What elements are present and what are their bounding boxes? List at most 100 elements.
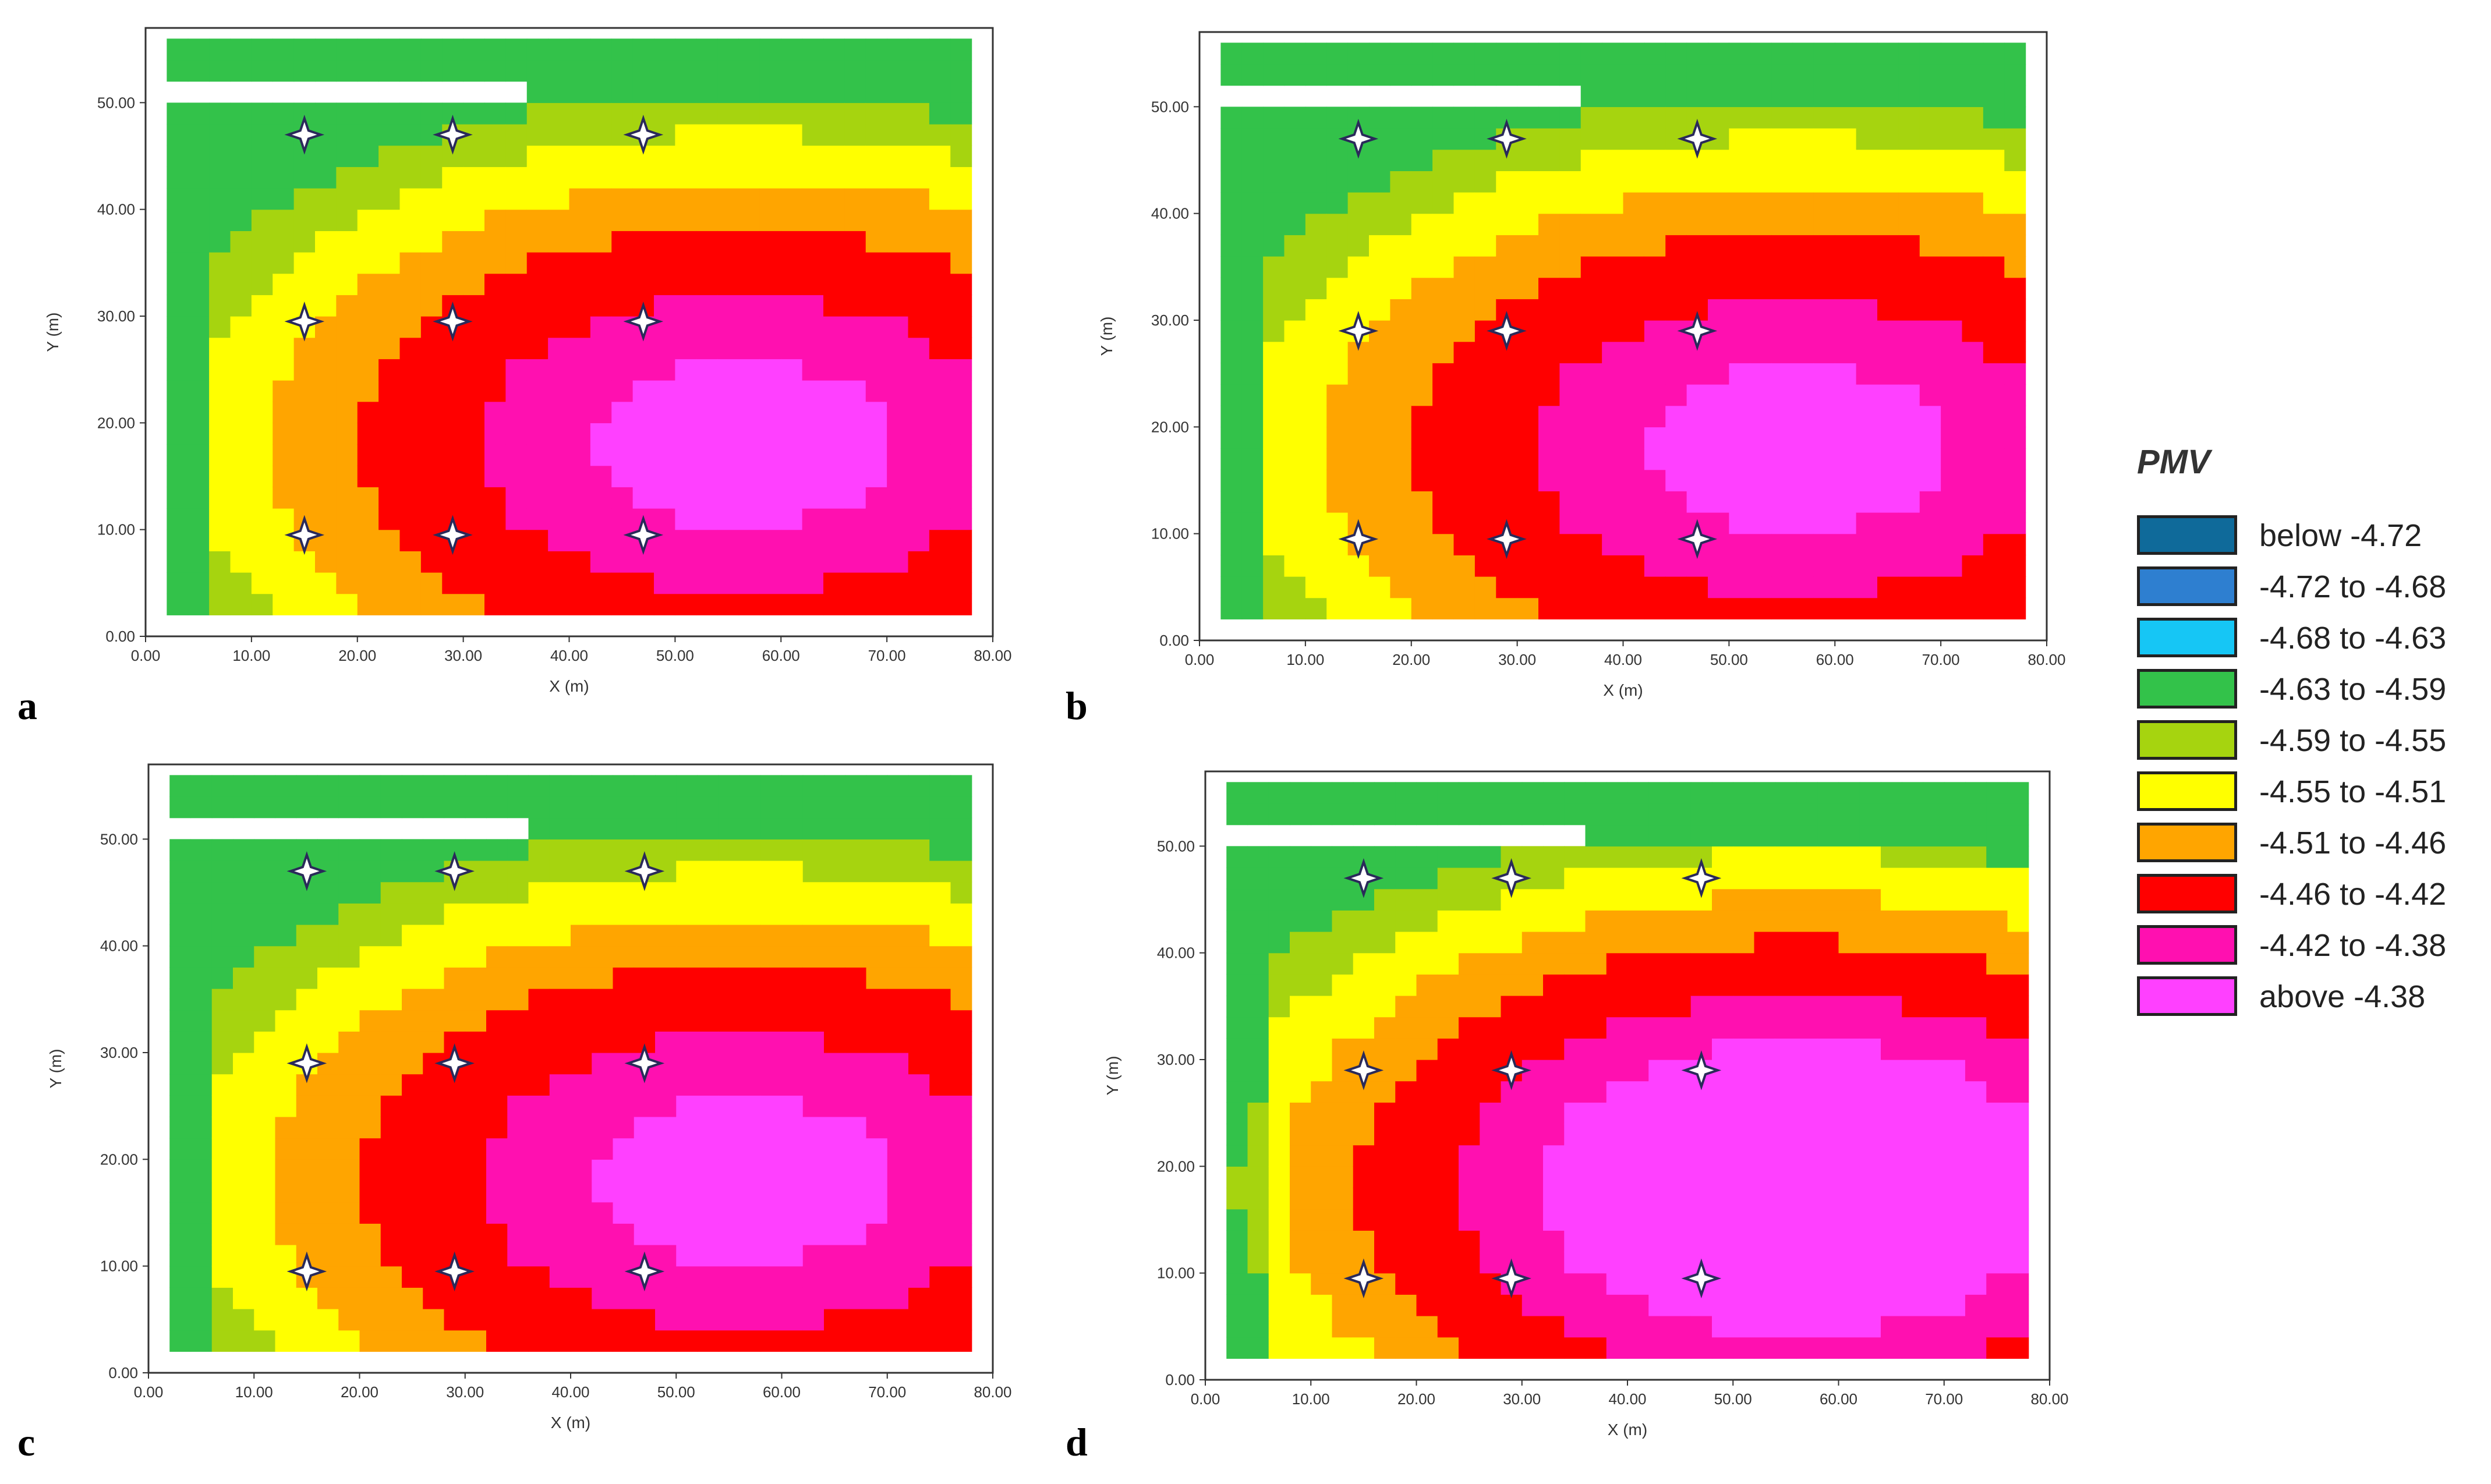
heatmap-cell [1284, 469, 1306, 491]
heatmap-cell [2007, 824, 2029, 847]
heatmap-cell [1580, 320, 1602, 342]
heatmap-cell [528, 989, 550, 1011]
heatmap-cell [484, 487, 506, 509]
sensor-marker [284, 515, 325, 555]
heatmap-cell [1627, 1337, 1649, 1359]
heatmap-cell [696, 444, 718, 466]
heatmap-cell [357, 124, 379, 146]
heatmap-cell [1729, 128, 1751, 150]
heatmap-cell [1268, 846, 1290, 868]
heatmap-cell [908, 273, 930, 295]
heatmap-cell [211, 1074, 233, 1096]
heatmap-cell [230, 295, 252, 317]
heatmap-cell [1898, 85, 1920, 107]
heatmap-cell [908, 1181, 930, 1203]
heatmap-cell [1226, 888, 1248, 911]
heatmap-cell [251, 401, 273, 423]
heatmap-cell [1602, 171, 1624, 193]
heatmap-cell [1411, 64, 1433, 86]
heatmap-cell [275, 1309, 297, 1331]
heatmap-cell [697, 817, 719, 840]
heatmap-cell [1919, 469, 1941, 491]
heatmap-cell [1835, 405, 1857, 427]
heatmap-cell [929, 925, 951, 947]
heatmap-cell [1247, 1294, 1269, 1316]
heatmap-cell [1580, 149, 1602, 171]
heatmap-cell [465, 1117, 487, 1139]
heatmap-cell [1902, 1188, 1924, 1210]
heatmap-cell [1792, 363, 1814, 385]
heatmap-panel-c: 0.00 10.00 20.00 30.00 40.00 50.00 60.00 70.00 8… [47, 763, 1012, 1432]
heatmap-cell [739, 1287, 761, 1309]
heatmap-cell [1432, 341, 1455, 363]
heatmap-cell [273, 380, 295, 402]
heatmap-cell [1332, 1124, 1354, 1146]
heatmap-cell [1623, 405, 1645, 427]
heatmap-cell [824, 1309, 845, 1331]
heatmap-cell [484, 551, 506, 573]
heatmap-cell [273, 231, 295, 253]
heatmap-cell [254, 1074, 276, 1096]
heatmap-cell [230, 145, 252, 167]
heatmap-cell [696, 380, 718, 402]
heatmap-cell [1606, 782, 1628, 804]
heatmap-cell [738, 401, 760, 423]
heatmap-cell [338, 1309, 360, 1331]
heatmap-cell [1648, 1209, 1671, 1231]
heatmap-cell [338, 860, 360, 883]
heatmap-cell [1326, 192, 1349, 214]
heatmap-cell [676, 1031, 698, 1053]
heatmap-cell [1941, 320, 1963, 342]
heatmap-cell [1305, 149, 1327, 171]
heatmap-cell [1411, 299, 1433, 321]
heatmap-cell [824, 1181, 845, 1203]
sensor-marker [1681, 1050, 1722, 1090]
heatmap-cell [1965, 1316, 1987, 1338]
heatmap-cell [1395, 1060, 1417, 1082]
heatmap-cell [1754, 932, 1776, 954]
heatmap-cell [209, 102, 231, 125]
heatmap-cell [929, 38, 951, 61]
heatmap-cell [465, 1330, 487, 1352]
heatmap-cell [1902, 1273, 1924, 1295]
heatmap-cell [315, 188, 337, 210]
heatmap-cell [486, 1117, 508, 1139]
sensor-marker [434, 851, 475, 891]
heatmap-cell [802, 1202, 825, 1224]
heatmap-cell [378, 124, 401, 146]
heatmap-cell [950, 1309, 972, 1331]
heatmap-cell [1411, 213, 1433, 235]
heatmap-cell [1263, 405, 1285, 427]
heatmap-cell [866, 1074, 888, 1096]
heatmap-cell [1623, 320, 1645, 342]
heatmap-cell [2007, 803, 2029, 826]
heatmap-cell [1559, 256, 1581, 278]
heatmap-cell [802, 401, 824, 423]
sensor-marker [624, 1043, 665, 1083]
heatmap-cell [420, 593, 443, 615]
heatmap-cell [717, 487, 739, 509]
heatmap-cell [251, 593, 273, 615]
heatmap-cell [336, 529, 358, 551]
heatmap-cell [1501, 1230, 1523, 1252]
heatmap-cell [1877, 512, 1899, 534]
heatmap-cell [528, 1309, 550, 1331]
heatmap-cell [739, 1138, 761, 1160]
heatmap-cell [378, 465, 401, 487]
heatmap-cell [1796, 782, 1818, 804]
heatmap-cell [1733, 996, 1755, 1018]
heatmap-cell [1432, 363, 1455, 385]
heatmap-cell [823, 209, 845, 231]
heatmap-cell [1480, 782, 1502, 804]
heatmap-cell [463, 551, 485, 573]
heatmap-cell [1347, 576, 1370, 598]
heatmap-cell [420, 102, 443, 125]
heatmap-cell [1898, 277, 1920, 299]
heatmap-cell [1859, 1038, 1881, 1060]
heatmap-cell [569, 38, 591, 61]
heatmap-cell [696, 465, 718, 487]
heatmap-cell [845, 1330, 867, 1352]
heatmap-cell [1453, 491, 1476, 513]
legend-item: -4.59 to -4.55 [2137, 720, 2486, 762]
heatmap-cell [845, 1117, 867, 1139]
